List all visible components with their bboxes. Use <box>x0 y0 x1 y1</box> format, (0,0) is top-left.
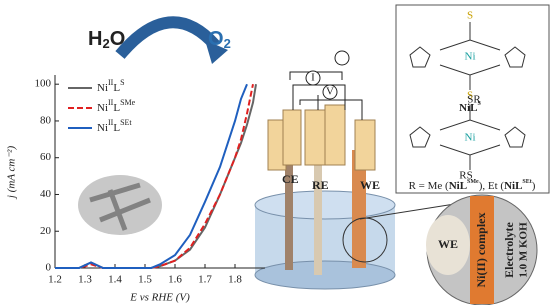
legend-label: NiIILS <box>97 78 125 94</box>
electrode-label: RE <box>312 178 329 192</box>
atom: Ni <box>465 51 476 63</box>
series-line <box>55 84 247 268</box>
legend-part: SEt <box>120 118 132 127</box>
y-axis-label: j (mA cm⁻²) <box>6 146 18 201</box>
y-tick-label: 0 <box>46 262 52 274</box>
re-holder <box>305 110 325 165</box>
x-tick-label: 1.4 <box>108 274 122 286</box>
zoom: WE Ni(II) complex Electrolyte 1.0 M KOH <box>426 195 537 305</box>
re-rod <box>314 150 322 275</box>
series-line <box>55 84 256 268</box>
atom: S <box>467 10 473 22</box>
beaker-top <box>255 191 395 219</box>
legend-part: SMe <box>120 98 136 107</box>
legend-part: Ni <box>97 82 108 94</box>
layer-label: Ni(II) complex <box>474 213 488 288</box>
meter-label: V <box>326 86 334 98</box>
atom: Ni <box>465 132 476 144</box>
electrolyte-label: Electrolyte <box>502 221 516 277</box>
reaction-arrow <box>120 22 215 55</box>
x-tick-label: 1.7 <box>198 274 212 286</box>
y-tick-label: 40 <box>40 188 52 200</box>
reactant: H2O <box>88 28 125 51</box>
source <box>335 51 349 65</box>
y-tick-label: 60 <box>40 151 52 163</box>
y-tick-label: 80 <box>40 114 52 126</box>
x-tick-label: 1.5 <box>138 274 152 286</box>
legend-label: NiIILSMe <box>97 98 136 114</box>
ce-holder <box>283 110 301 165</box>
x-tick-label: 1.2 <box>48 274 62 286</box>
legend-part: Ni <box>97 102 108 114</box>
concentration-label: 1.0 M KOH <box>518 222 530 278</box>
electrode-label: WE <box>360 178 380 192</box>
legend-label: NiIILSEt <box>97 118 132 134</box>
graphical-abstract: H2O O2 j (mA cm⁻²) E vs RHE (V) I V CE R… <box>0 0 555 305</box>
legend-part: Ni <box>97 122 108 134</box>
we-holder <box>355 120 375 170</box>
x-axis-label: E vs RHE (V) <box>129 292 190 304</box>
x-tick-label: 1.6 <box>168 274 182 286</box>
beaker-bottom <box>255 261 395 289</box>
zoom-electrode: WE <box>438 237 458 251</box>
series-line <box>55 84 253 268</box>
re-holder <box>325 105 345 165</box>
meter-label: I <box>311 72 315 84</box>
structures: Ni S S Ni SR RS NiLS R = Me (NiLSMe), Et… <box>396 5 549 193</box>
x-tick-label: 1.3 <box>78 274 92 286</box>
y-tick-label: 100 <box>35 78 52 90</box>
y-tick-label: 20 <box>40 225 52 237</box>
electrode-label: CE <box>282 172 299 186</box>
product: O2 <box>208 28 231 51</box>
sem-image <box>78 175 162 235</box>
x-tick-label: 1.8 <box>228 274 242 286</box>
legend-part: S <box>120 78 124 87</box>
